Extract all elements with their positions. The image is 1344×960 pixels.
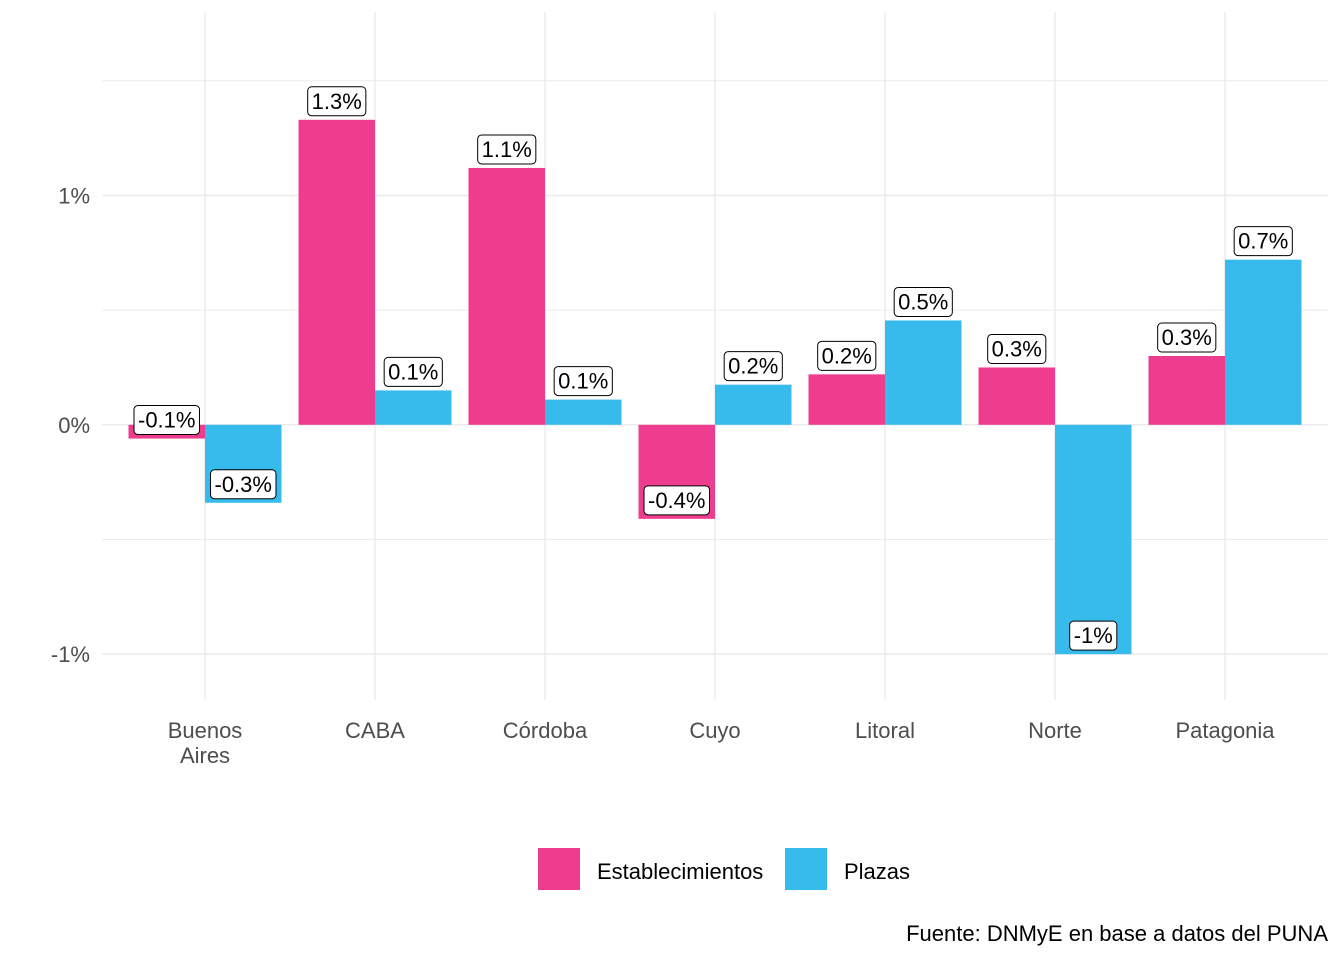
value-label: 0.3% <box>1157 322 1217 353</box>
value-label: -0.4% <box>643 485 710 516</box>
value-label-box <box>893 286 953 317</box>
grid <box>102 12 1328 700</box>
value-label: -0.3% <box>210 469 277 500</box>
x-tick-label: Córdoba <box>503 718 588 743</box>
legend-label: Establecimientos <box>597 859 763 884</box>
value-label-text: -0.3% <box>215 472 272 497</box>
bar <box>978 367 1055 425</box>
bar <box>715 384 792 425</box>
bar <box>808 374 885 425</box>
value-label-text: 0.3% <box>992 336 1042 361</box>
value-label: 1.3% <box>307 86 367 117</box>
x-tick-label: Patagonia <box>1175 718 1275 743</box>
legend-label: Plazas <box>844 859 910 884</box>
value-label-box <box>133 405 200 436</box>
value-label-box <box>817 340 877 371</box>
value-label: 0.7% <box>1233 226 1293 257</box>
value-label-text: 0.5% <box>898 289 948 314</box>
x-tick-label: Buenos Aires <box>168 718 243 768</box>
y-tick-label: 1% <box>58 183 90 208</box>
value-label-text: -0.1% <box>138 408 195 433</box>
value-label-box <box>553 366 613 397</box>
value-label-box <box>477 134 537 165</box>
x-tick-label: Norte <box>1028 718 1082 743</box>
bar <box>545 399 622 425</box>
y-tick-label: 0% <box>58 413 90 438</box>
value-label: -0.1% <box>133 405 200 436</box>
value-label-box <box>1069 620 1118 651</box>
value-label-text: -0.4% <box>648 488 705 513</box>
value-label-text: 0.1% <box>558 369 608 394</box>
value-label-text: -1% <box>1074 623 1113 648</box>
value-label-box <box>1233 226 1293 257</box>
labels: -0.1% 1.3% 1.1% -0.4% 0.2% 0.3% 0.3% -0.3% 0.1% 0… <box>133 86 1293 651</box>
value-label: 0.2% <box>723 351 783 382</box>
value-label-box <box>307 86 367 117</box>
value-label: 0.1% <box>553 366 613 397</box>
legend-swatch <box>785 848 827 890</box>
x-tick-label: Cuyo <box>689 718 740 743</box>
x-tick-label: Litoral <box>855 718 915 743</box>
value-label-text: 0.3% <box>1162 325 1212 350</box>
value-label-text: 1.1% <box>482 137 532 162</box>
bar <box>885 320 962 425</box>
value-label: 0.2% <box>817 340 877 371</box>
bar <box>1055 424 1132 655</box>
legend-swatch <box>538 848 580 890</box>
value-label: 0.1% <box>383 356 443 387</box>
value-label-box <box>210 469 277 500</box>
value-label-box <box>643 485 710 516</box>
value-label-text: 0.7% <box>1238 229 1288 254</box>
value-label: 0.3% <box>987 333 1047 364</box>
value-label-text: 0.2% <box>822 343 872 368</box>
value-label: 0.5% <box>893 286 953 317</box>
bar <box>298 119 375 425</box>
value-label-box <box>383 356 443 387</box>
value-label-text: 0.1% <box>388 359 438 384</box>
value-label-text: 1.3% <box>312 89 362 114</box>
bar <box>468 167 545 425</box>
caption: Fuente: DNMyE en base a datos del PUNA <box>906 921 1328 946</box>
value-label-box <box>1157 322 1217 353</box>
bar <box>1148 356 1225 425</box>
value-label: 1.1% <box>477 134 537 165</box>
bar <box>1225 259 1302 425</box>
value-label-box <box>723 351 783 382</box>
value-label-box <box>987 333 1047 364</box>
value-label-text: 0.2% <box>728 354 778 379</box>
y-tick-label: -1% <box>51 642 90 667</box>
x-tick-label: CABA <box>345 718 405 743</box>
bar <box>375 390 452 425</box>
value-label: -1% <box>1069 620 1118 651</box>
